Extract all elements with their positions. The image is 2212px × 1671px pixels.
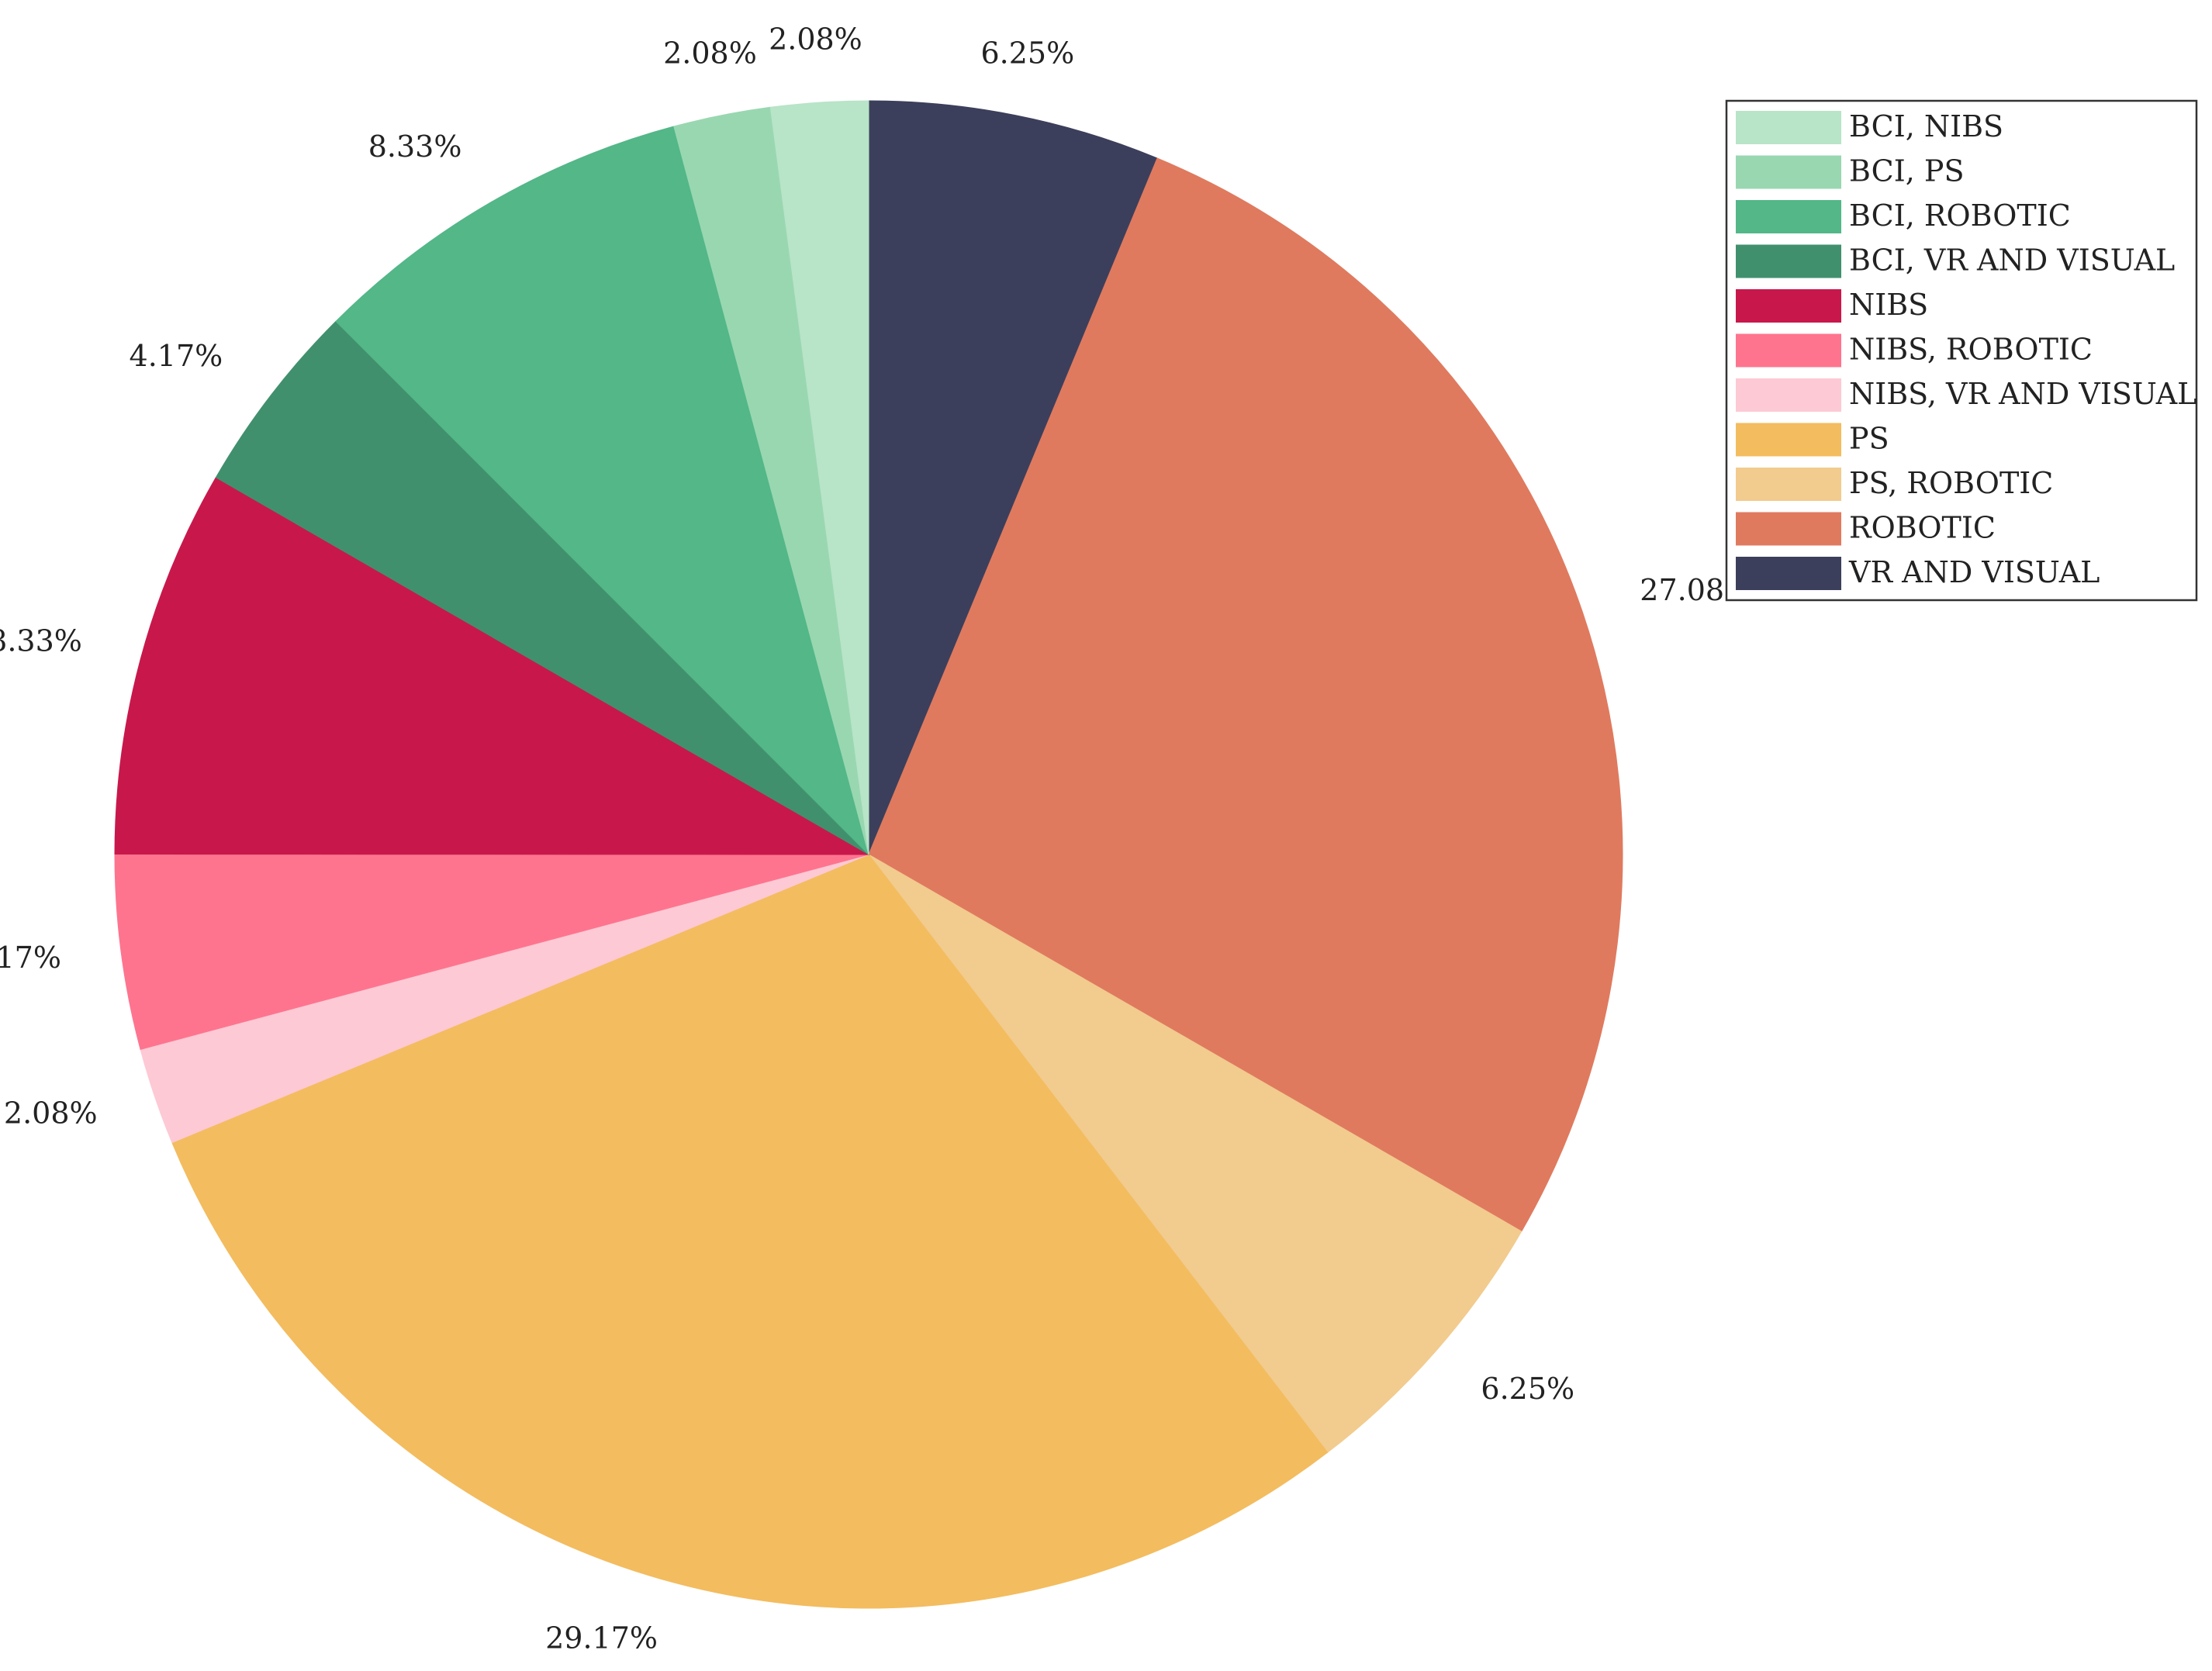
- legend-swatch-robotic: [1736, 512, 1841, 546]
- legend-label-nibs-vr-and-visual: NIBS, VR AND VISUAL: [1849, 377, 2196, 411]
- legend-label-nibs-robotic: NIBS, ROBOTIC: [1849, 333, 2093, 367]
- data-label-nibs: 8.33%: [0, 623, 82, 658]
- legend-swatch-nibs: [1736, 289, 1841, 323]
- data-label-ps-robotic: 6.25%: [1481, 1372, 1574, 1406]
- pie-slice-vr-and-visual: [868, 100, 1158, 855]
- legend-swatch-bci-ps: [1736, 155, 1841, 189]
- pie-slices: [114, 100, 1623, 1609]
- legend-swatch-nibs-vr-and-visual: [1736, 378, 1841, 412]
- pie-slice-bci-nibs: [769, 100, 869, 855]
- legend-label-nibs: NIBS: [1849, 288, 1928, 322]
- data-label-bci-robotic: 8.33%: [368, 129, 462, 164]
- legend-label-bci-nibs: BCI, NIBS: [1849, 109, 2003, 143]
- legend-swatch-bci-robotic: [1736, 200, 1841, 233]
- legend-label-bci-ps: BCI, PS: [1849, 154, 1964, 188]
- pie-slice-ps: [171, 854, 1329, 1609]
- legend-label-robotic: ROBOTIC: [1849, 511, 1996, 545]
- legend-label-vr-and-visual: VR AND VISUAL: [1848, 555, 2100, 589]
- legend-swatch-nibs-robotic: [1736, 333, 1841, 368]
- data-label-bci-ps: 2.08%: [663, 36, 757, 71]
- legend-swatch-bci-nibs: [1736, 111, 1841, 144]
- pie-slice-ps-robotic: [868, 854, 1522, 1453]
- pie-slice-bci-robotic: [335, 126, 869, 856]
- data-label-bci-nibs: 2.08%: [769, 22, 862, 57]
- legend-swatch-bci-vr-and-visual: [1736, 244, 1841, 278]
- pie-data-labels: 6.25%27.08%6.25%29.17%2.08%4.17%8.33%4.1…: [0, 22, 1752, 1655]
- data-label-nibs-robotic: 4.17%: [0, 941, 61, 975]
- pie-slice-nibs: [114, 477, 870, 855]
- legend-swatch-ps-robotic: [1736, 468, 1841, 501]
- legend-swatch-vr-and-visual: [1736, 557, 1841, 590]
- data-label-bci-vr-and-visual: 4.17%: [130, 339, 223, 373]
- legend-label-ps: PS: [1849, 422, 1889, 456]
- legend: BCI, NIBS BCI, PS BCI, ROBOTIC BCI, VR AND …: [1725, 99, 2198, 602]
- data-label-nibs-vr-and-visual: 2.08%: [4, 1096, 98, 1131]
- legend-label-ps-robotic: PS, ROBOTIC: [1849, 466, 2053, 500]
- pie-slice-nibs-robotic: [114, 854, 869, 1050]
- data-label-ps: 29.17%: [545, 1621, 658, 1655]
- legend-swatch-ps: [1736, 423, 1841, 457]
- pie-slice-bci-vr-and-visual: [215, 320, 869, 855]
- legend-label-bci-robotic: BCI, ROBOTIC: [1849, 199, 2071, 233]
- data-label-vr-and-visual: 6.25%: [981, 36, 1075, 71]
- legend-label-bci-vr-and-visual: BCI, VR AND VISUAL: [1849, 243, 2175, 278]
